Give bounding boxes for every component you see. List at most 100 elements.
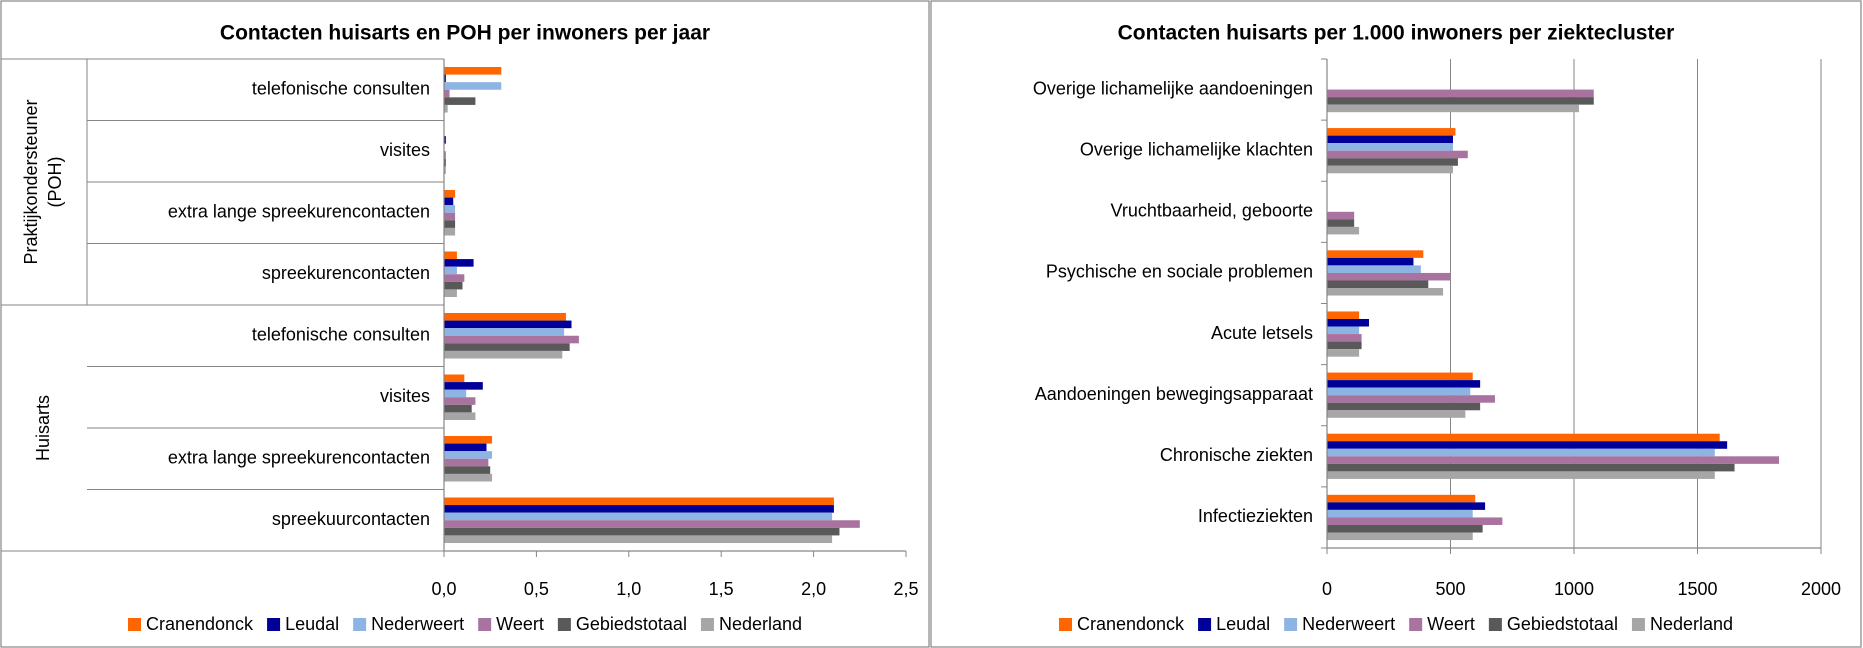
legend-swatch bbox=[557, 618, 571, 631]
x-tick-label: 1,5 bbox=[709, 579, 734, 599]
legend-swatch bbox=[478, 618, 492, 631]
bar bbox=[1327, 135, 1453, 144]
bar bbox=[1327, 280, 1429, 289]
bar bbox=[444, 458, 489, 467]
bar bbox=[1327, 250, 1424, 258]
legend-swatch bbox=[1198, 618, 1212, 631]
legend-label: Nederweert bbox=[1302, 614, 1395, 634]
bar bbox=[444, 466, 491, 474]
legend-swatch bbox=[267, 618, 281, 631]
x-tick-label: 1000 bbox=[1554, 579, 1594, 599]
bar bbox=[1327, 311, 1360, 319]
bar bbox=[1327, 272, 1451, 281]
bar bbox=[444, 520, 860, 528]
bar bbox=[1327, 532, 1473, 541]
bar bbox=[1327, 441, 1728, 449]
x-tick-label: 2,0 bbox=[801, 579, 826, 599]
bar bbox=[1327, 494, 1476, 503]
bar bbox=[1327, 395, 1495, 403]
bar bbox=[1327, 143, 1453, 151]
legend-swatch bbox=[1409, 618, 1423, 631]
bar bbox=[444, 89, 450, 98]
bar bbox=[1327, 448, 1715, 457]
bar bbox=[444, 404, 472, 413]
bar bbox=[444, 435, 493, 444]
bar bbox=[444, 497, 834, 506]
legend-label: Weert bbox=[496, 614, 544, 634]
bar bbox=[444, 473, 493, 482]
bar bbox=[1327, 158, 1458, 166]
bar bbox=[444, 97, 476, 105]
bar bbox=[444, 104, 448, 113]
bar bbox=[1327, 288, 1444, 296]
bar bbox=[444, 382, 483, 390]
bar bbox=[444, 505, 834, 513]
bar bbox=[1327, 456, 1780, 464]
bar bbox=[444, 220, 456, 228]
bar bbox=[444, 266, 457, 275]
bar bbox=[1327, 524, 1483, 533]
bar bbox=[444, 512, 833, 521]
legend-swatch bbox=[1058, 618, 1072, 631]
bar bbox=[444, 74, 446, 83]
bar bbox=[444, 389, 467, 398]
category-label: visites bbox=[380, 140, 430, 160]
legend: Cranendonck Leudal Nederweert Weert Gebiedst… bbox=[1058, 614, 1733, 634]
bar bbox=[1327, 372, 1473, 381]
category-label: Chronische ziekten bbox=[1160, 445, 1313, 465]
bar bbox=[444, 374, 465, 383]
legend-swatch bbox=[700, 618, 714, 631]
bar bbox=[444, 312, 566, 321]
bar bbox=[1327, 387, 1471, 396]
legend-label: Gebiedstotaal bbox=[1507, 614, 1618, 634]
bar bbox=[1327, 257, 1414, 266]
legend: Cranendonck Leudal Nederweert Weert Gebiedst… bbox=[127, 614, 802, 634]
legend-swatch bbox=[1284, 618, 1298, 631]
category-label: Acute letsels bbox=[1211, 323, 1313, 343]
x-tick-label: 2000 bbox=[1801, 579, 1841, 599]
panel-border bbox=[0, 0, 930, 648]
bar bbox=[444, 328, 565, 336]
category-label: spreekurencontacten bbox=[262, 263, 430, 283]
legend-label: Nederland bbox=[719, 614, 802, 634]
bar bbox=[1327, 150, 1468, 159]
category-label: Infectieziekten bbox=[1198, 506, 1313, 526]
bar bbox=[1327, 341, 1362, 350]
bar bbox=[444, 212, 456, 221]
bar bbox=[444, 136, 446, 144]
category-label: Aandoeningen bewegingsapparaat bbox=[1035, 384, 1313, 404]
bar bbox=[1327, 265, 1421, 273]
bar bbox=[444, 251, 457, 260]
bar bbox=[444, 82, 502, 90]
category-label: Overige lichamelijke klachten bbox=[1080, 139, 1313, 159]
legend-label: Cranendonck bbox=[146, 614, 254, 634]
category-label: telefonische consulten bbox=[252, 79, 430, 99]
category-label: telefonische consulten bbox=[252, 325, 430, 345]
legend-label: Nederland bbox=[1650, 614, 1733, 634]
bar bbox=[444, 397, 476, 405]
bar bbox=[1327, 502, 1486, 510]
bar bbox=[444, 189, 456, 198]
bar bbox=[444, 350, 563, 359]
bar bbox=[444, 151, 446, 159]
group-label: Praktijkondersteuner bbox=[21, 99, 41, 264]
bar bbox=[1327, 326, 1360, 335]
bar bbox=[1327, 318, 1369, 327]
bar bbox=[444, 535, 833, 544]
bar bbox=[444, 274, 465, 282]
legend-label: Weert bbox=[1427, 614, 1475, 634]
bar bbox=[1327, 89, 1594, 98]
legend-label: Leudal bbox=[285, 614, 339, 634]
bar bbox=[444, 66, 502, 75]
bar bbox=[1327, 219, 1355, 227]
bar bbox=[1327, 410, 1466, 418]
category-label: spreekuurcontacten bbox=[272, 509, 430, 529]
bar bbox=[444, 412, 476, 421]
group-label: (POH) bbox=[45, 157, 65, 208]
chart-title: Contacten huisarts per 1.000 inwoners pe… bbox=[1118, 22, 1675, 45]
x-tick-label: 0 bbox=[1322, 579, 1332, 599]
legend-label: Leudal bbox=[1216, 614, 1270, 634]
bar bbox=[444, 320, 572, 329]
legend-swatch bbox=[353, 618, 367, 631]
